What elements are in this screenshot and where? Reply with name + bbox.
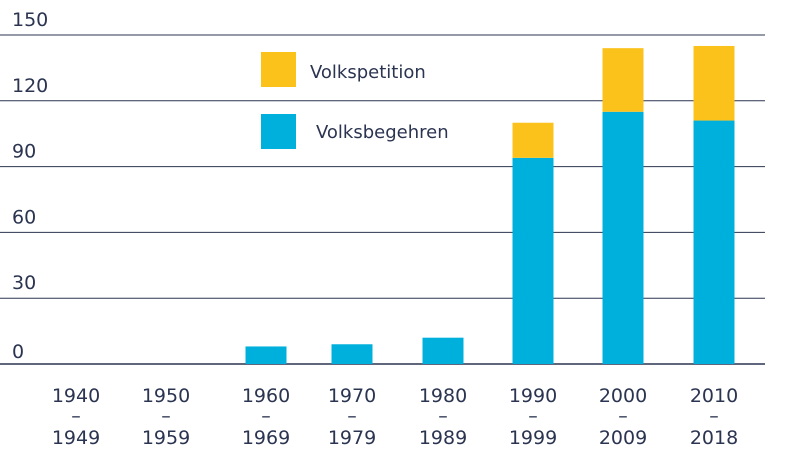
bar-volksbegehren-1970	[331, 344, 373, 364]
y-tick-label: 90	[12, 141, 36, 163]
legend-label-volksbegehren: Volksbegehren	[316, 122, 449, 143]
y-axis-ticks: 0 30 60 90 120 150	[12, 9, 48, 363]
x-label-year: 1990	[509, 385, 557, 407]
y-tick-label: 0	[12, 341, 24, 363]
x-label-year: 1999	[509, 427, 557, 449]
bar-volksbegehren-2010	[693, 120, 735, 364]
x-label-year: 1949	[52, 427, 100, 449]
x-axis-labels: 1940–19491950–19591960–19691970–19791980…	[52, 385, 738, 449]
x-label-year: 2009	[599, 427, 647, 449]
bar-volksbegehren-2000	[602, 111, 644, 365]
x-label-dash: –	[261, 405, 271, 427]
bar-volksbegehren-1980	[422, 337, 464, 364]
bar-volksbegehren-1960	[245, 346, 287, 364]
x-label-year: 1940	[52, 385, 100, 407]
x-label-year: 2000	[599, 385, 647, 407]
y-tick-label: 120	[12, 75, 48, 97]
x-label-dash: –	[71, 405, 81, 427]
x-label-dash: –	[528, 405, 538, 427]
x-label-year: 1989	[419, 427, 467, 449]
legend: Volkspetition Volksbegehren	[261, 52, 449, 149]
x-label-dash: –	[618, 405, 628, 427]
x-label-year: 1960	[242, 385, 290, 407]
bar-volkspetition-2010	[693, 45, 735, 121]
x-label-year: 2010	[690, 385, 738, 407]
x-label-dash: –	[347, 405, 357, 427]
x-label-dash: –	[709, 405, 719, 427]
x-label-year: 1979	[328, 427, 376, 449]
legend-label-volkspetition: Volkspetition	[310, 62, 426, 83]
y-tick-label: 150	[12, 9, 48, 31]
x-label-year: 1980	[419, 385, 467, 407]
gridlines	[0, 34, 765, 365]
x-label-year: 1950	[142, 385, 190, 407]
bar-volkspetition-2000	[602, 48, 644, 112]
x-label-year: 1959	[142, 427, 190, 449]
bars	[245, 45, 735, 365]
bar-volkspetition-1990	[512, 122, 554, 158]
bar-volksbegehren-1990	[512, 157, 554, 364]
x-label-year: 2018	[690, 427, 738, 449]
x-label-year: 1970	[328, 385, 376, 407]
x-label-dash: –	[438, 405, 448, 427]
y-tick-label: 60	[12, 206, 36, 228]
x-label-year: 1969	[242, 427, 290, 449]
y-tick-label: 30	[12, 272, 36, 294]
x-label-dash: –	[161, 405, 171, 427]
legend-swatch-volkspetition	[261, 52, 296, 87]
legend-swatch-volksbegehren	[261, 114, 296, 149]
